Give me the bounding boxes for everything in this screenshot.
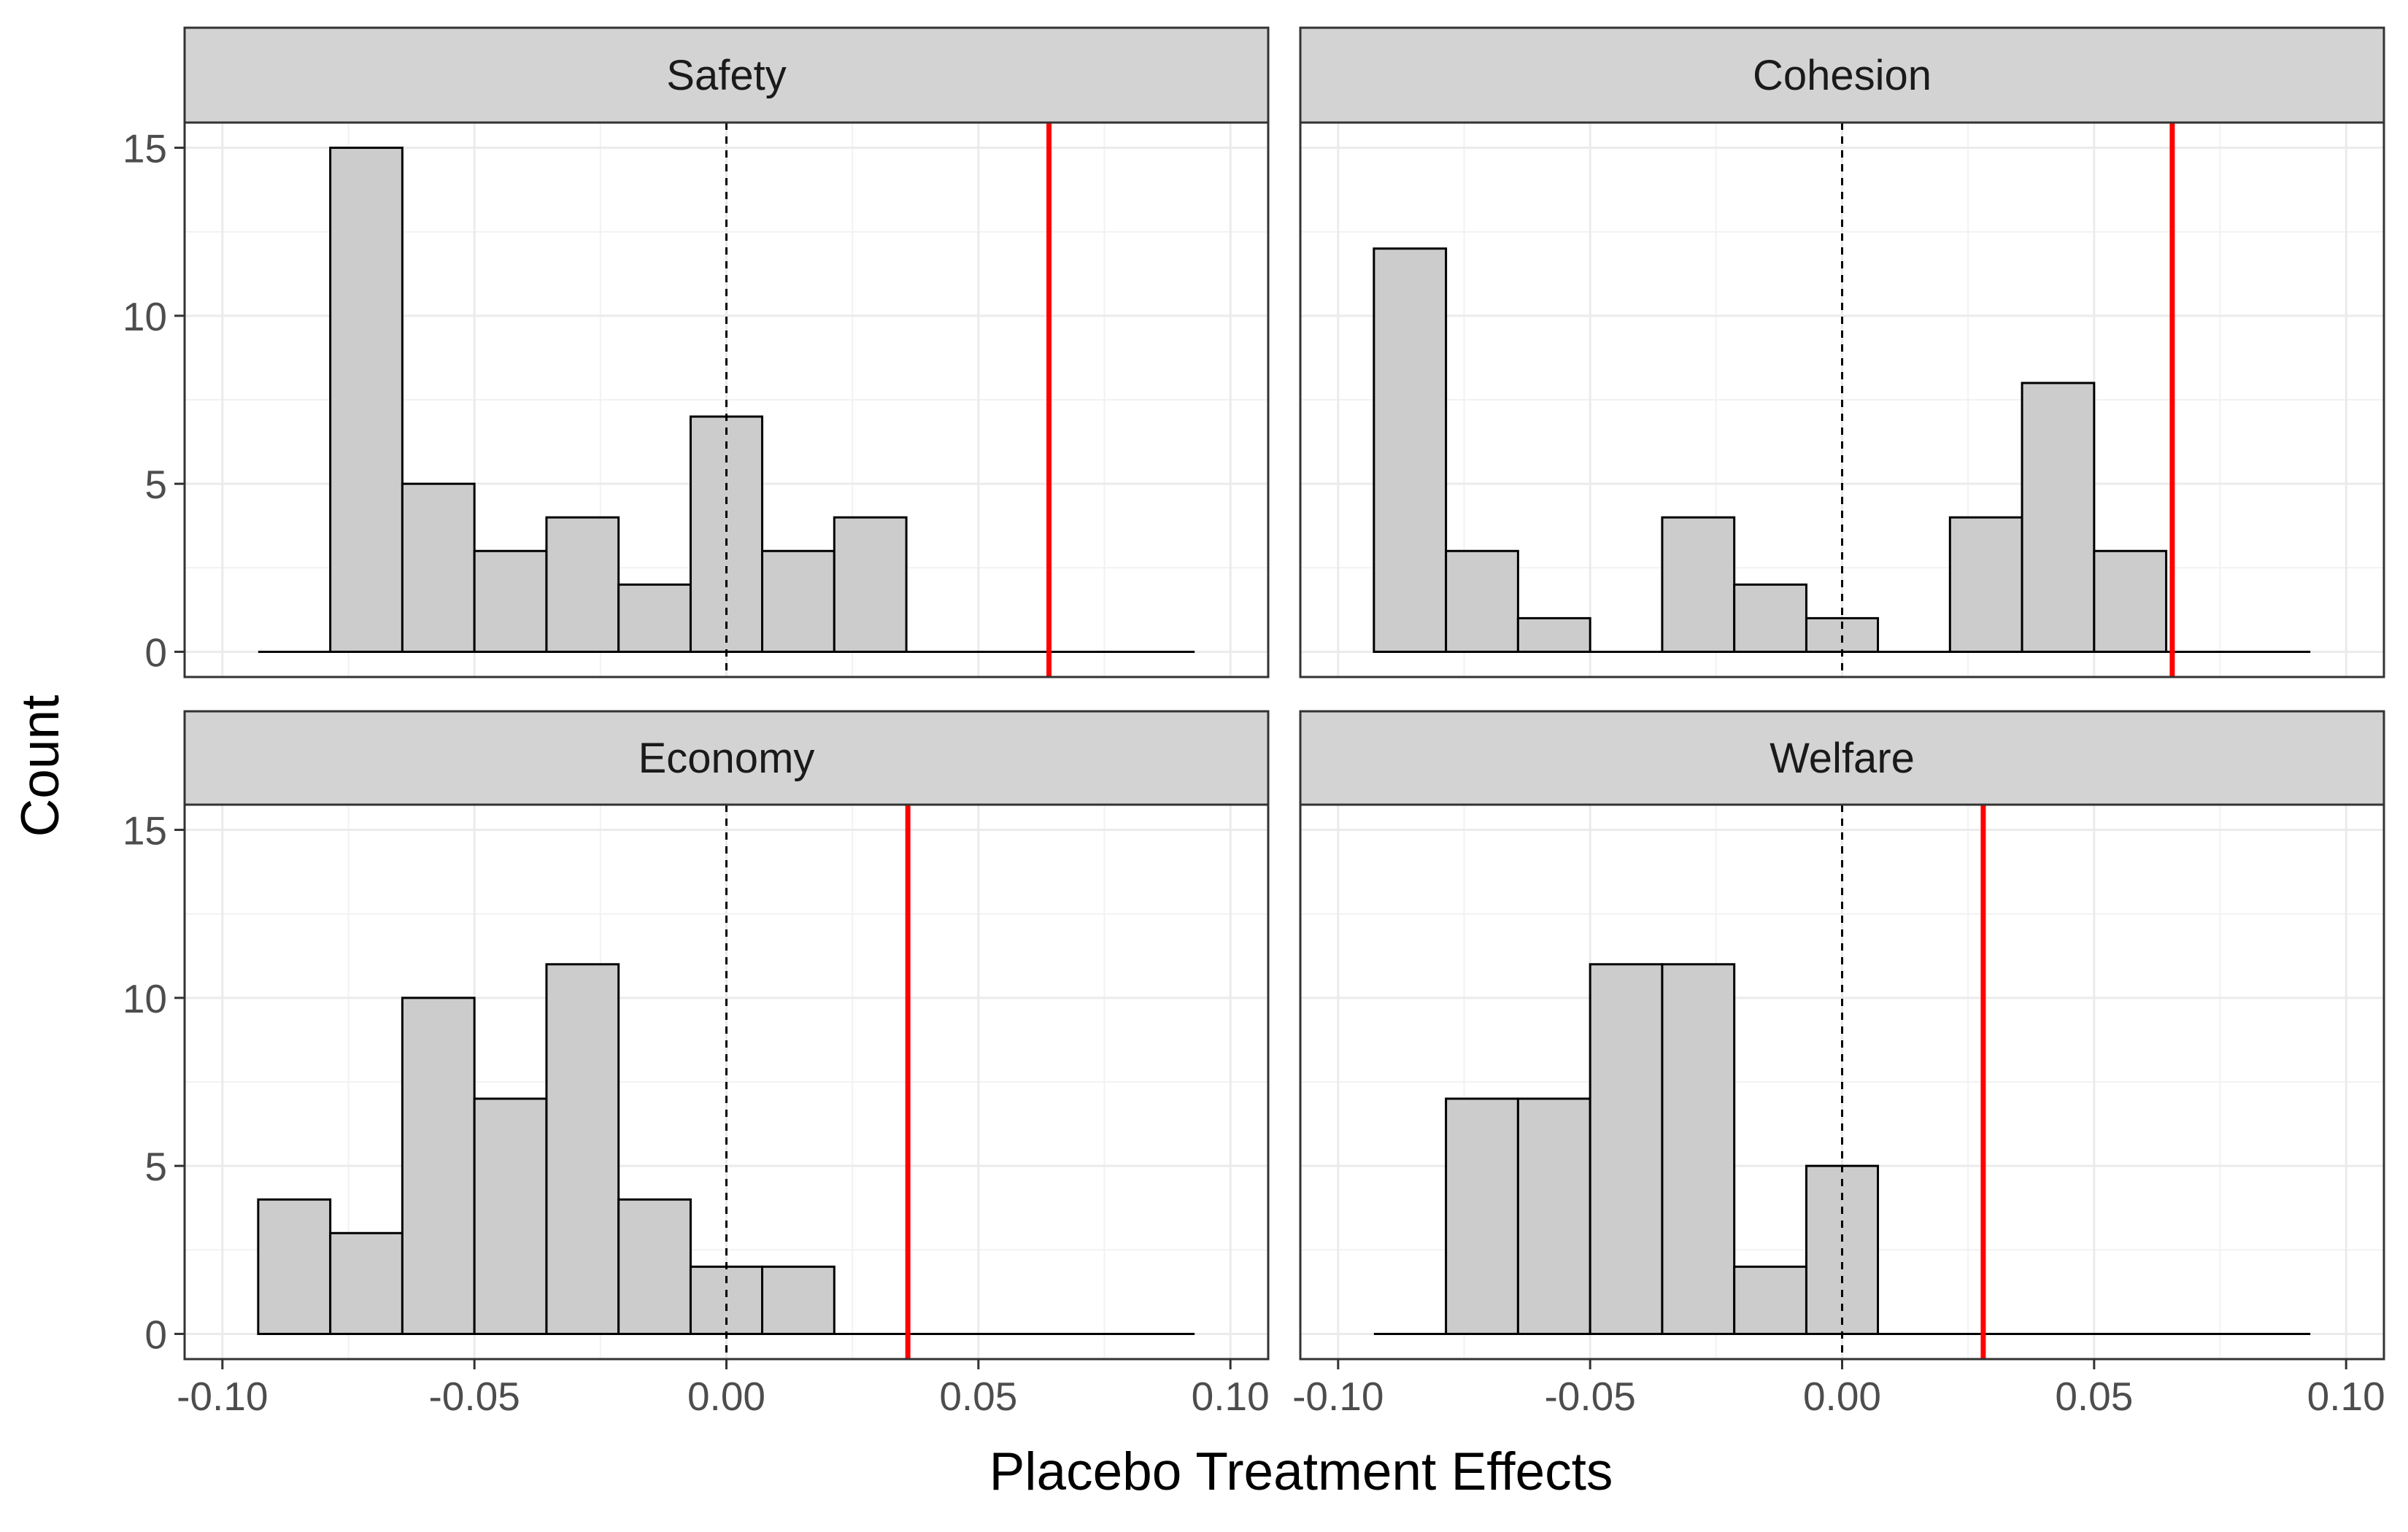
histogram-bar	[329, 1231, 404, 1335]
histogram-bar	[473, 1097, 548, 1335]
panels-layer: Safety 0 5 10 15 Cohesion Economy 0 5 10 15 -0.10 -0…	[123, 26, 2385, 1419]
x-tick-label: -0.10	[1292, 1374, 1384, 1419]
panel-safety: Safety 0 5 10 15	[123, 26, 1270, 678]
y-tick-label: 10	[123, 294, 167, 339]
y-tick-label: 15	[123, 808, 167, 854]
y-tick-label: 5	[144, 462, 167, 507]
histogram-bar	[1589, 963, 1664, 1335]
histogram-bar	[1661, 516, 1736, 653]
histogram-bar	[617, 583, 692, 653]
histogram-bar	[473, 549, 548, 653]
histogram-bar	[833, 516, 908, 653]
x-tick-label: 0.00	[687, 1374, 765, 1419]
x-tick-label: -0.05	[428, 1374, 520, 1419]
histogram-bar	[1948, 516, 2023, 653]
x-tick-label: 0.05	[2055, 1374, 2133, 1419]
histogram-bar	[1373, 247, 1448, 653]
histogram-bar	[545, 516, 620, 653]
x-tick-label: -0.10	[177, 1374, 268, 1419]
histogram-bar	[1733, 583, 1807, 653]
facet-strip	[183, 710, 1270, 806]
histogram-bar	[1445, 549, 1519, 653]
x-tick-label: -0.05	[1544, 1374, 1635, 1419]
histogram-bar	[2021, 382, 2096, 653]
histogram-bar	[545, 963, 620, 1335]
histogram-bar	[401, 482, 476, 653]
histogram-bar	[617, 1198, 692, 1335]
facet-strip-label: Welfare	[1770, 735, 1915, 782]
y-tick-label: 10	[123, 976, 167, 1021]
histogram-bar	[329, 147, 404, 653]
facet-strip	[1299, 710, 2385, 806]
histogram-bar	[1516, 1097, 1591, 1335]
y-tick-label: 0	[144, 1312, 167, 1357]
histogram-bar	[1733, 1265, 1807, 1335]
facet-strip	[1299, 26, 2385, 124]
x-tick-label: 0.10	[1192, 1374, 1270, 1419]
histogram-bar	[1661, 963, 1736, 1335]
histogram-bar	[257, 1198, 332, 1335]
x-tick-label: 0.10	[2307, 1374, 2385, 1419]
facet-strip-label: Economy	[638, 735, 815, 782]
y-tick-label: 15	[123, 126, 167, 171]
facet-strip-label: Safety	[666, 52, 786, 99]
y-tick-label: 0	[144, 630, 167, 675]
panel-cohesion: Cohesion	[1299, 26, 2385, 678]
histogram-bar	[2093, 549, 2168, 653]
x-tick-label: 0.05	[939, 1374, 1017, 1419]
y-axis-title: Count	[11, 695, 70, 837]
histogram-bar	[761, 549, 836, 653]
histogram-bar	[1445, 1097, 1519, 1335]
x-axis-title: Placebo Treatment Effects	[989, 1442, 1613, 1501]
y-tick-label: 5	[144, 1144, 167, 1189]
panel-economy: Economy 0 5 10 15 -0.10 -0.05 0.00 0.05 0.10	[123, 710, 1270, 1419]
histogram-bar	[401, 997, 476, 1335]
facet-strip	[183, 26, 1270, 124]
histogram-bar	[689, 415, 764, 653]
histogram-bar	[761, 1265, 836, 1335]
panel-welfare: Welfare -0.10 -0.05 0.00 0.05 0.10	[1292, 710, 2385, 1419]
x-tick-label: 0.00	[1803, 1374, 1881, 1419]
facet-strip-label: Cohesion	[1753, 52, 1932, 99]
histogram-bar	[1516, 616, 1591, 653]
